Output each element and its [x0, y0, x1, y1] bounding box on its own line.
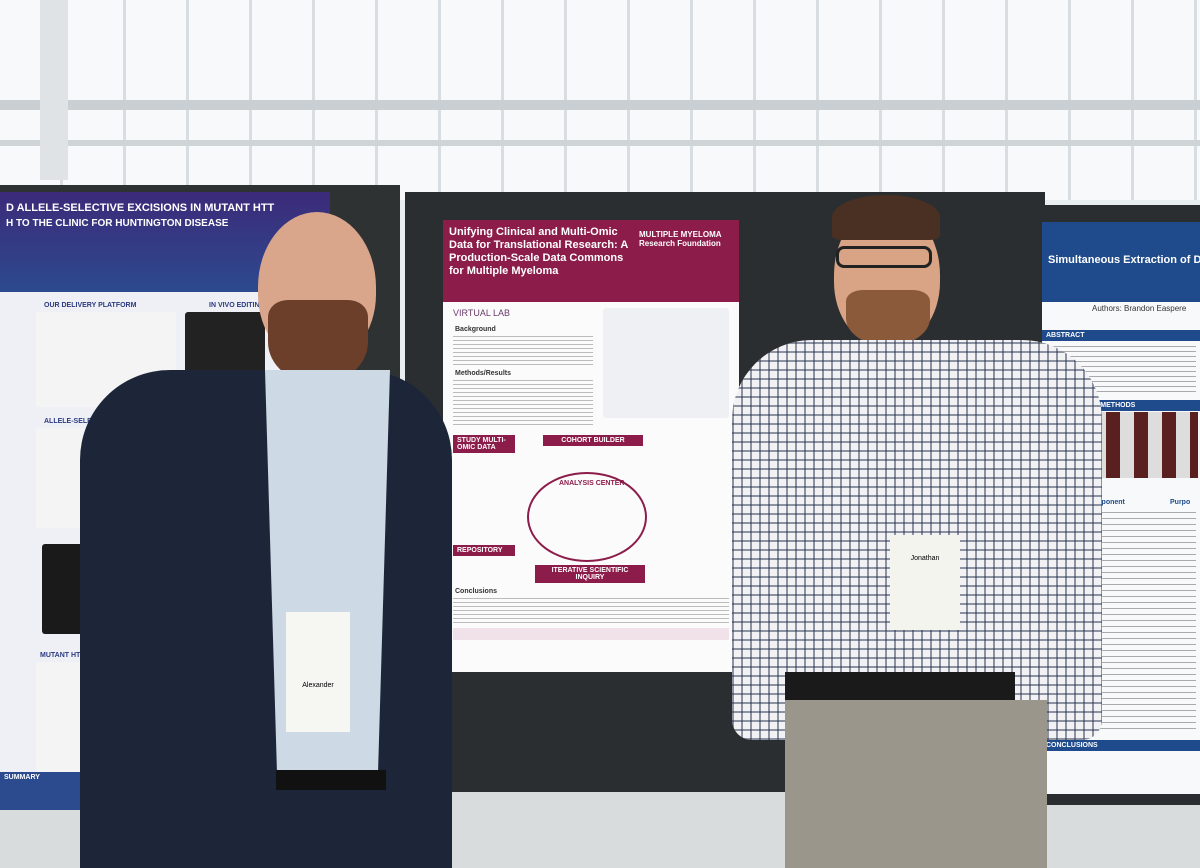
beard [846, 290, 930, 346]
diagram-label: STUDY MULTI-OMIC DATA [453, 435, 515, 453]
badge: Alexander [286, 612, 350, 732]
beam [0, 100, 1200, 110]
poster-subtitle: H TO THE CLINIC FOR HUNTINGTON DISEASE [6, 218, 229, 229]
figure [185, 312, 265, 377]
badge-name: Jonathan [910, 555, 940, 562]
section-heading: CONCLUSIONS [1042, 740, 1200, 751]
beam [0, 140, 1200, 146]
summary-panel: SUMMARY [0, 772, 80, 810]
diagram-label: COHORT BUILDER [543, 435, 643, 446]
text-lines [453, 336, 593, 366]
suit [80, 370, 452, 868]
authors: Authors: Brandon Easpere [1092, 304, 1187, 313]
logo: MULTIPLE MYELOMA Research Foundation [639, 230, 722, 248]
poster: Unifying Clinical and Multi-Omic Data fo… [443, 220, 739, 672]
section-heading: IN VIVO EDITING A [209, 302, 272, 309]
text-lines [453, 380, 593, 428]
poster-title: Simultaneous Extraction of DNA [1048, 254, 1200, 266]
poster-title: Unifying Clinical and Multi-Omic Data fo… [449, 226, 628, 277]
brand: VIRTUAL LAB [453, 308, 511, 318]
hair [832, 195, 940, 240]
glasses [836, 246, 932, 268]
section-heading: MUTANT HTT LOW [40, 652, 103, 659]
cycle-bar [453, 628, 729, 640]
section-heading: OUR DELIVERY PLATFORM [44, 302, 137, 309]
diagram-label: ITERATIVE SCIENTIFIC INQUIRY [535, 565, 645, 583]
diagram-label: ANALYSIS CENTER [559, 480, 625, 487]
figure [603, 308, 729, 418]
belt [785, 672, 1015, 700]
text-lines [453, 598, 729, 626]
pillar [40, 0, 68, 180]
table-header: Purpo [1170, 499, 1191, 506]
diagram-circle [527, 472, 647, 562]
diagram-label: REPOSITORY [453, 545, 515, 556]
section-heading: Background [455, 326, 496, 333]
badge: Jonathan [890, 535, 960, 630]
section-heading: Methods/Results [455, 370, 512, 377]
figure [36, 662, 82, 772]
poster-title: D ALLELE-SELECTIVE EXCISIONS IN MUTANT H… [6, 202, 275, 214]
table-header: Component [1086, 499, 1125, 506]
section-heading: SUMMARY [4, 774, 40, 781]
badge-name: Alexander [302, 682, 334, 689]
section-heading: Conclusions [455, 588, 498, 595]
section-heading: ABSTRACT [1042, 330, 1200, 341]
trousers [785, 700, 1047, 868]
belt [276, 770, 386, 790]
